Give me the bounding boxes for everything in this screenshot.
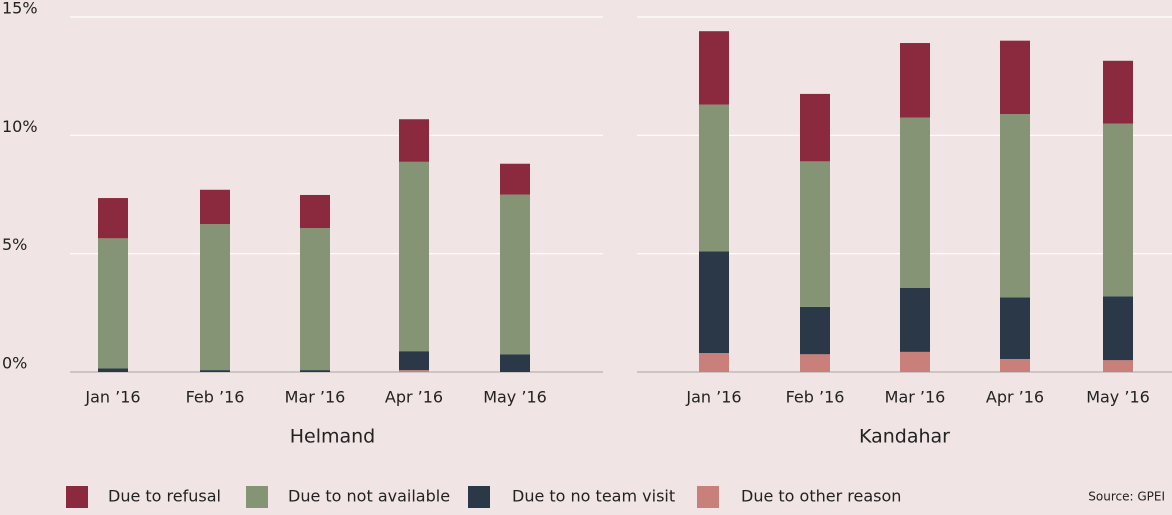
legend-label: Due to no team visit	[512, 487, 675, 506]
bar-segment	[800, 306, 830, 355]
bar-segment	[699, 31, 729, 105]
x-tick-label: Mar ’16	[885, 388, 946, 407]
x-tick-label: May ’16	[1086, 388, 1150, 407]
bar-segment	[900, 287, 930, 352]
bar-segment	[800, 93, 830, 162]
x-tick-label: May ’16	[483, 388, 547, 407]
bar-segment	[699, 104, 729, 252]
bar-segment	[200, 370, 230, 372]
bar-segment	[1000, 114, 1030, 298]
bar-segment	[1103, 123, 1133, 297]
legend-swatch	[468, 486, 490, 508]
bar-segment	[300, 228, 330, 371]
bar-segment	[200, 189, 230, 225]
bar-segment	[399, 119, 429, 162]
bar-segment	[500, 163, 530, 195]
bar-segment	[900, 351, 930, 372]
bar-segment	[1000, 40, 1030, 115]
legend-label: Due to not available	[288, 487, 450, 506]
bar-segment	[1103, 360, 1133, 372]
legend-swatch	[246, 486, 268, 508]
bar-segment	[699, 353, 729, 372]
x-tick-label: Apr ’16	[986, 388, 1044, 407]
bar-segment	[1103, 60, 1133, 124]
panel-label: Helmand	[290, 426, 376, 448]
legend-swatch	[697, 486, 719, 508]
bar-segment	[200, 224, 230, 371]
bar-segment	[800, 354, 830, 372]
bar-segment	[98, 238, 128, 369]
bar-segment	[500, 194, 530, 355]
bar-segment	[699, 251, 729, 354]
bar-segment	[900, 117, 930, 288]
legend-label: Due to refusal	[108, 487, 221, 506]
bar-segment	[399, 351, 429, 371]
panel-label: Kandahar	[859, 426, 950, 448]
source: Source: GPEI	[1088, 490, 1165, 504]
x-tick-label: Feb ’16	[186, 388, 245, 407]
x-tick-label: Jan ’16	[685, 388, 741, 407]
bar-segment	[300, 194, 330, 229]
x-tick-label: Mar ’16	[285, 388, 346, 407]
legend-swatch	[66, 486, 88, 508]
y-tick-label: 10%	[2, 117, 38, 136]
y-tick-label: 5%	[2, 235, 27, 254]
bar-segment	[1103, 296, 1133, 361]
x-tick-label: Jan ’16	[84, 388, 140, 407]
bar-segment	[800, 161, 830, 307]
bar-segment	[500, 354, 530, 372]
bar-segment	[1000, 297, 1030, 359]
bar-segment	[98, 198, 128, 239]
bar-segment	[1000, 358, 1030, 372]
bar-segment	[300, 370, 330, 372]
bar-segment	[98, 368, 128, 372]
bar-segment	[399, 161, 429, 352]
legend-label: Due to other reason	[741, 487, 901, 506]
y-tick-label: 15%	[2, 0, 38, 18]
y-tick-label: 0%	[2, 354, 27, 373]
x-tick-label: Apr ’16	[385, 388, 443, 407]
bar-segment	[399, 370, 429, 372]
x-tick-label: Feb ’16	[786, 388, 845, 407]
bar-segment	[900, 43, 930, 118]
